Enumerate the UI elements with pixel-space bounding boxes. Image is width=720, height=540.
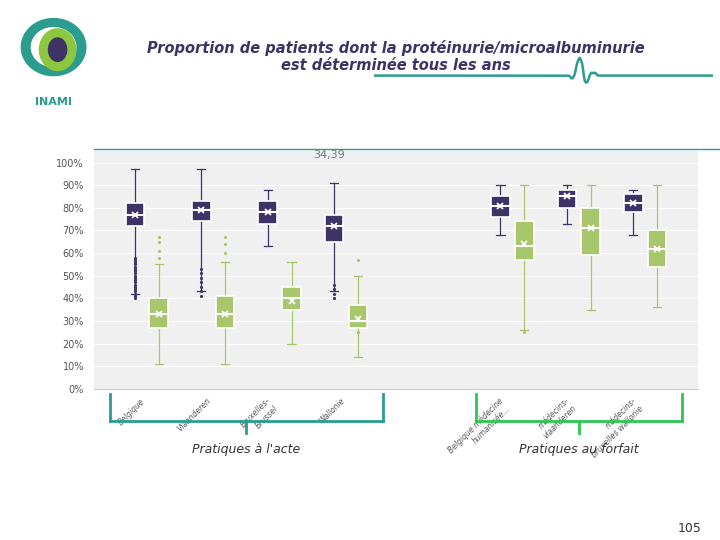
Text: Pratiques au forfait: Pratiques au forfait <box>519 443 639 456</box>
Polygon shape <box>48 38 67 62</box>
Text: 34,39: 34,39 <box>314 150 346 160</box>
Bar <box>258 201 277 224</box>
Bar <box>557 190 576 208</box>
Bar <box>515 221 534 260</box>
Bar <box>624 194 642 212</box>
Bar <box>216 296 235 328</box>
Text: Pratiques à l'acte: Pratiques à l'acte <box>192 443 300 456</box>
Bar <box>192 201 210 221</box>
Bar <box>325 214 343 242</box>
Bar <box>125 203 144 226</box>
Bar <box>348 305 367 328</box>
Polygon shape <box>22 18 86 76</box>
Polygon shape <box>32 28 76 66</box>
Bar <box>582 208 600 255</box>
Bar <box>491 197 510 217</box>
Bar <box>648 231 667 267</box>
Bar <box>150 298 168 328</box>
Text: 105: 105 <box>678 522 702 535</box>
Text: INAMI: INAMI <box>35 97 72 106</box>
Polygon shape <box>40 29 76 70</box>
Text: Proportion de patients dont la protéinurie/microalbuminurie
est déterminée tous : Proportion de patients dont la protéinur… <box>147 40 645 73</box>
Bar <box>282 287 301 309</box>
